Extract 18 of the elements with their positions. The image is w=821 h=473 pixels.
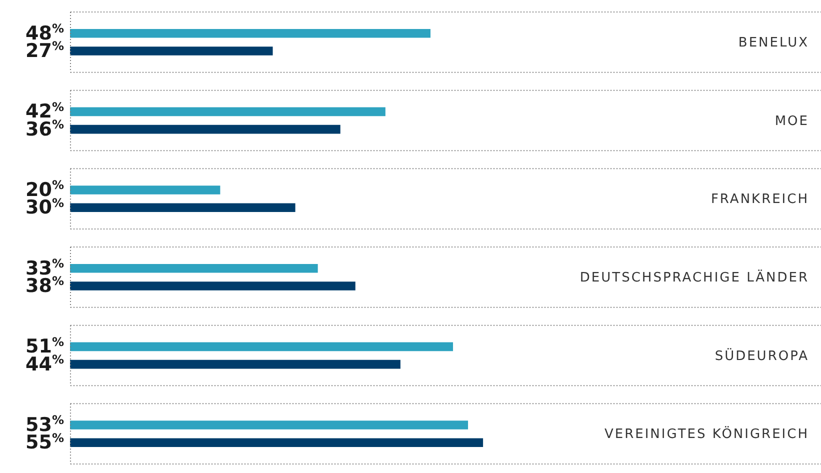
bar — [70, 282, 356, 290]
bar — [70, 28, 430, 38]
y-tick-label: VEREINIGTES KÖNIGREICH — [604, 426, 809, 442]
y-tick-label: SÜDEUROPA — [714, 348, 809, 364]
bar — [70, 264, 318, 273]
bar — [70, 420, 468, 430]
bar — [70, 46, 273, 56]
bar — [70, 438, 484, 448]
y-tick-label: FRANKREICH — [710, 192, 809, 208]
y-tick-label: MOE — [774, 114, 809, 129]
bar — [70, 342, 454, 352]
bar — [70, 107, 386, 116]
y-tick-label: BENELUX — [738, 36, 809, 51]
y-tick-label: DEUTSCHSPRACHIGE LÄNDER — [580, 270, 809, 286]
bar — [70, 186, 220, 194]
bar — [70, 360, 400, 369]
bar — [70, 203, 296, 212]
bar — [70, 124, 340, 134]
